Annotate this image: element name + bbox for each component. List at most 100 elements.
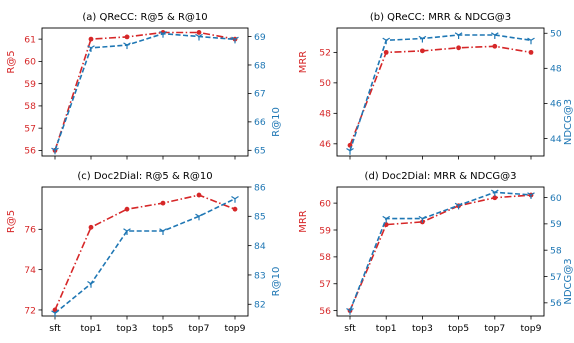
left-series-point: [232, 206, 238, 212]
x-tick-label: sft: [344, 323, 356, 334]
left-axis-label: R@5: [6, 50, 17, 73]
right-series-point: [418, 215, 427, 223]
chart-panel-b: (b) QReCC: MRR & NDCG@3 46 48 50 52 MRR 44 46 48…: [298, 12, 574, 160]
right-series-point: [87, 281, 95, 288]
right-tick-label: 69: [254, 32, 266, 43]
left-tick-label: 60: [24, 57, 36, 68]
tri-marker-arm: [198, 213, 203, 217]
left-series-point: [492, 43, 498, 49]
x-tick-label: top7: [484, 323, 505, 334]
tri-marker-arm: [159, 228, 164, 232]
left-tick-label: 57: [319, 279, 331, 290]
right-series-point: [51, 310, 59, 318]
plot-frame: [336, 186, 545, 317]
right-series-line: [54, 197, 236, 314]
right-series-point: [454, 32, 463, 40]
left-tick-label: 60: [319, 198, 331, 209]
x-tick-label: top9: [225, 323, 246, 334]
right-tick-label: 59: [550, 219, 562, 230]
tri-marker-arm: [195, 213, 200, 217]
chart-panel-c: (c) Doc2Dial: R@5 & R@10 sft top1 top3 top5 t…: [6, 171, 282, 334]
tri-marker-arm: [123, 228, 128, 232]
tri-marker-arm: [234, 196, 239, 200]
left-tick-label: 48: [319, 109, 331, 120]
tri-marker-arm: [87, 281, 92, 285]
x-tick-label: top7: [189, 323, 210, 334]
tri-marker-arm: [458, 202, 463, 206]
tri-marker-arm: [231, 36, 236, 40]
right-series-point: [382, 215, 391, 223]
right-tick-label: 66: [254, 117, 266, 128]
left-axis-label: MRR: [298, 210, 309, 233]
right-series-point: [418, 35, 427, 43]
right-axis-label: R@10: [271, 107, 282, 137]
tri-marker-arm: [349, 308, 354, 312]
tri-marker-arm: [527, 192, 532, 196]
right-tick-label: 44: [550, 134, 562, 145]
left-tick-label: 46: [319, 139, 331, 150]
tri-marker-arm: [195, 33, 200, 38]
tri-marker-arm: [346, 308, 351, 312]
tri-marker-arm: [382, 215, 387, 220]
right-tick-label: 56: [550, 298, 562, 309]
panel-title: (d) Doc2Dial: MRR & NDCG@3: [365, 171, 517, 182]
left-series-point: [492, 195, 498, 201]
left-series-point: [383, 49, 389, 55]
tri-marker-arm: [90, 281, 95, 285]
right-series-point: [159, 228, 167, 235]
chart-panel-d: (d) Doc2Dial: MRR & NDCG@3 sft top1 top3 top…: [298, 171, 574, 334]
left-tick-label: 61: [24, 34, 36, 45]
tri-marker-arm: [87, 45, 92, 49]
tri-marker-arm: [454, 32, 459, 36]
right-series-point: [123, 42, 131, 50]
tri-marker-arm: [123, 42, 128, 46]
panel-title: (c) Doc2Dial: R@5 & R@10: [77, 171, 212, 182]
left-series-line: [54, 31, 236, 151]
right-series-point: [123, 228, 131, 235]
left-axis-label: MRR: [298, 51, 309, 74]
right-series-point: [454, 202, 463, 210]
tri-marker-arm: [458, 32, 463, 36]
right-axis-label: R@10: [271, 267, 282, 297]
right-tick-label: 86: [254, 182, 266, 193]
tri-marker-arm: [54, 310, 59, 314]
tri-marker-arm: [530, 192, 535, 196]
left-tick-label: 58: [24, 101, 36, 112]
x-tick-label: top1: [376, 323, 397, 334]
panel-title: (b) QReCC: MRR & NDCG@3: [370, 12, 511, 23]
right-series-point: [382, 37, 391, 45]
tri-marker-arm: [418, 215, 423, 220]
tri-marker-arm: [454, 202, 459, 206]
tri-marker-arm: [494, 32, 499, 36]
right-series-line: [54, 32, 236, 151]
tri-marker-arm: [418, 35, 423, 40]
left-series-line: [349, 45, 532, 146]
plot-frame: [336, 27, 545, 157]
right-tick-label: 58: [550, 245, 562, 256]
tri-marker-arm: [385, 37, 391, 41]
right-tick-label: 57: [550, 272, 562, 283]
tri-marker-arm: [159, 30, 164, 35]
left-series-point: [528, 49, 534, 55]
tri-marker-arm: [234, 36, 239, 40]
left-series-point: [196, 192, 202, 198]
right-series-point: [527, 37, 535, 45]
right-series-point: [527, 192, 535, 199]
right-tick-label: 82: [254, 300, 266, 311]
left-tick-label: 76: [24, 225, 36, 236]
right-series-point: [490, 32, 499, 40]
tri-marker-arm: [51, 310, 56, 314]
left-series-point: [196, 30, 202, 35]
tri-marker-arm: [90, 45, 95, 49]
tri-marker-arm: [231, 196, 236, 200]
right-axis-label: NDCG@3: [563, 99, 574, 145]
tri-marker-arm: [126, 42, 131, 46]
x-tick-label: top3: [117, 323, 138, 334]
tri-marker-arm: [162, 30, 167, 35]
right-series-point: [231, 36, 239, 44]
x-tick-label: top1: [81, 323, 102, 334]
tri-marker-arm: [349, 148, 354, 152]
right-tick-label: 48: [550, 64, 562, 75]
left-series-point: [456, 45, 461, 51]
